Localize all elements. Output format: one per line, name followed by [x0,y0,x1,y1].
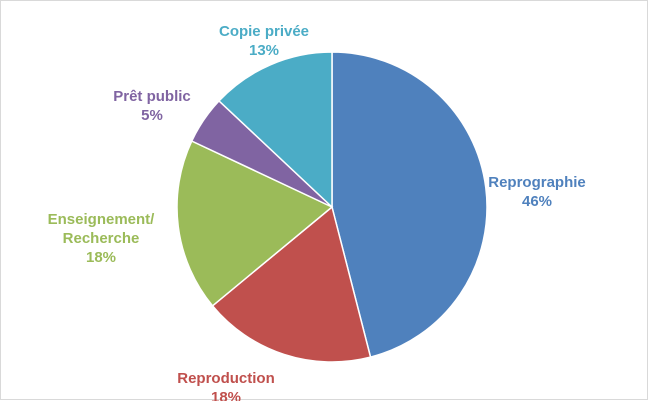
slice-percent-label: 5% [141,107,163,124]
slice-data-label: Copie privée 13% [219,23,309,59]
slice-data-label: Reprographie 46% [488,174,586,210]
pie-slice [331,51,488,359]
slice-category-label: Copie privée [219,23,309,40]
pie-slice [211,205,372,363]
pie-slice [176,140,334,307]
slice-data-label: Reproduction 18% [177,370,275,401]
slice-category-label: Recherche [63,230,140,247]
slice-percent-label: 18% [211,389,241,401]
slice-data-label: Enseignement/Recherche 18% [48,211,156,266]
pie-slice [217,51,333,209]
slice-percent-label: 18% [86,249,116,266]
slice-category-label: Prêt public [113,88,191,105]
slice-percent-label: 46% [522,193,552,210]
slice-category-label: Reprographie [488,174,586,191]
slice-category-label: Reproduction [177,370,275,387]
slice-data-label: Prêt public 5% [113,88,191,124]
slice-category-label: Enseignement/ [48,211,156,228]
slice-percent-label: 13% [249,42,279,59]
